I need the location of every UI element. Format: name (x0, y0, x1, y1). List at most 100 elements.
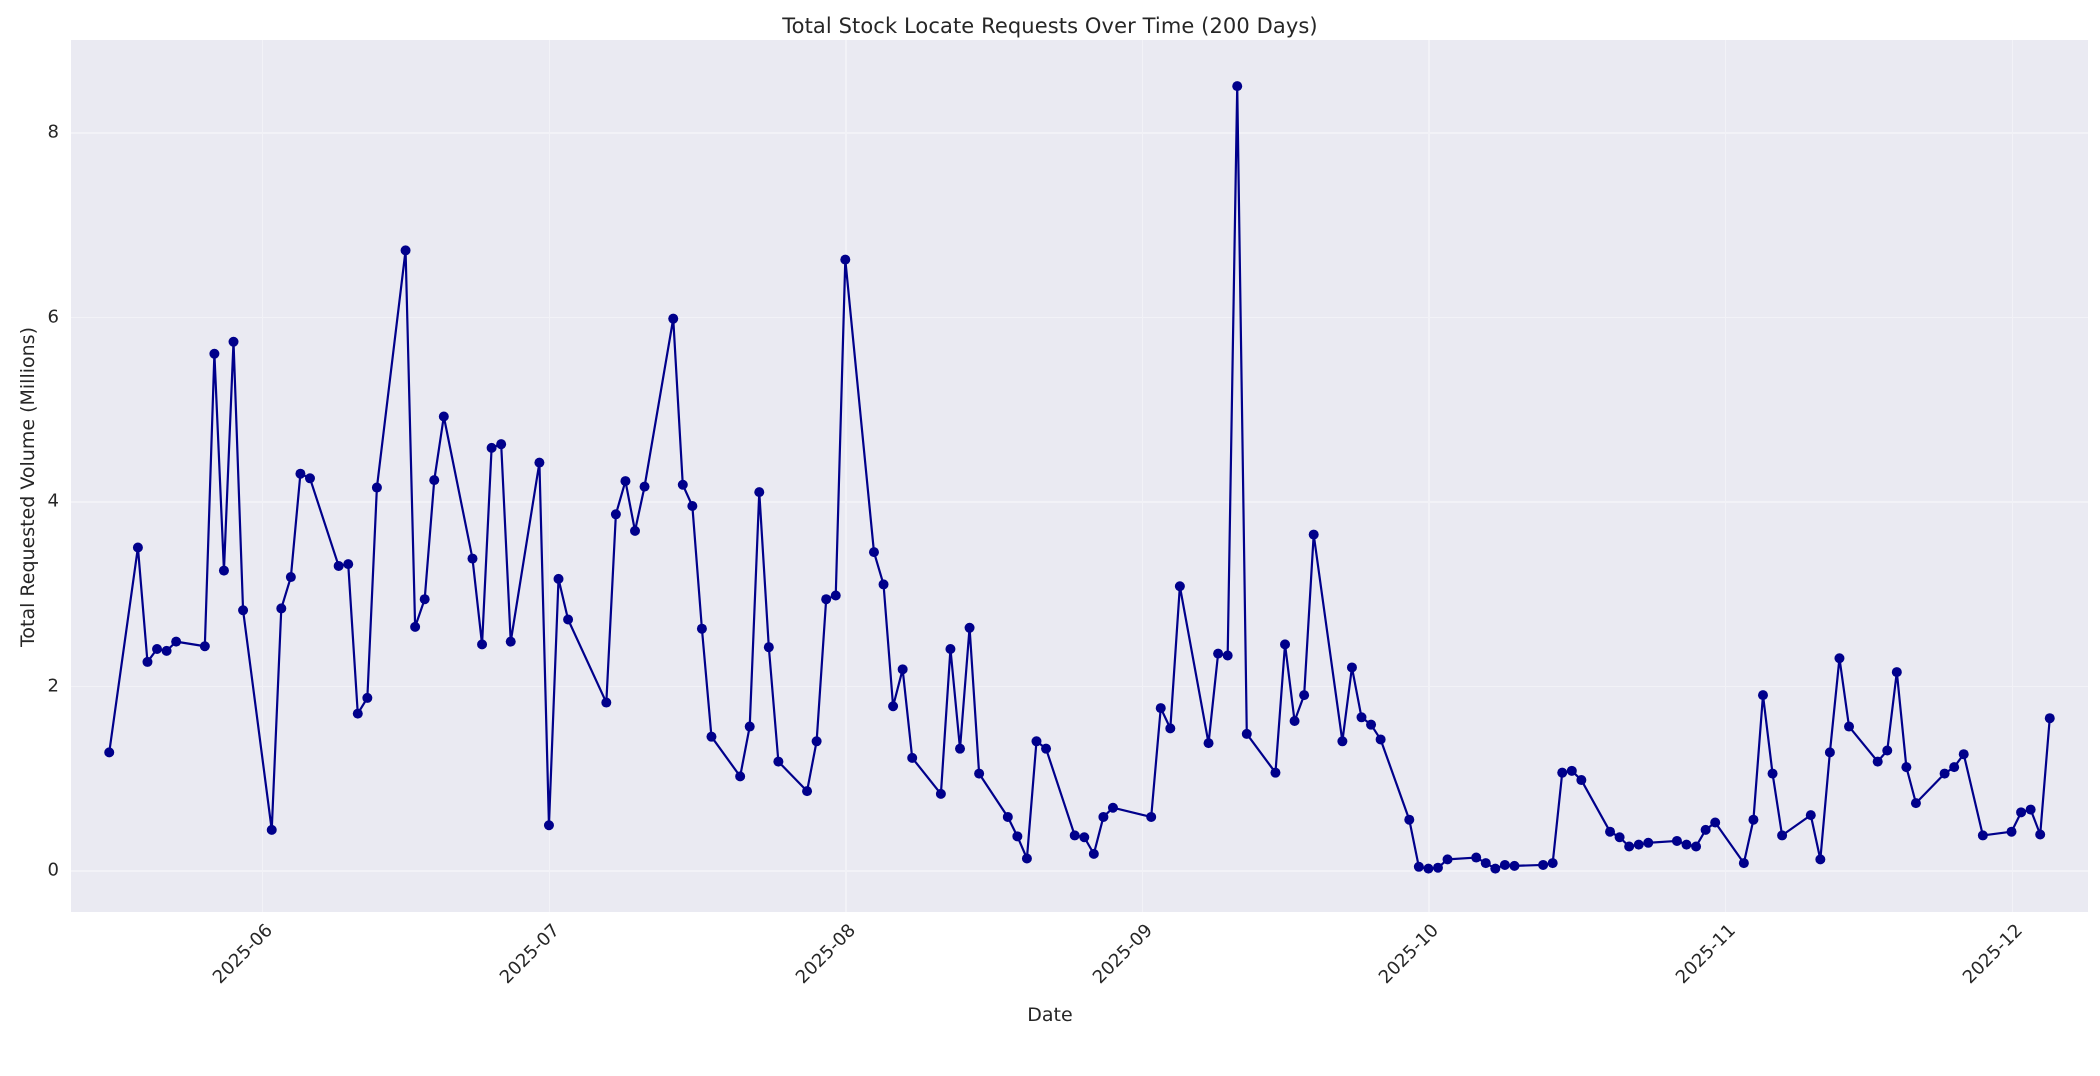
data-point-marker (419, 594, 430, 605)
data-point-marker (1471, 852, 1482, 863)
y-tick-label: 2 (47, 675, 59, 697)
data-point-marker (1280, 639, 1291, 650)
data-point-marker (534, 457, 545, 468)
y-tick-label: 8 (47, 121, 59, 143)
data-point-marker (1107, 802, 1118, 813)
data-point-marker (630, 525, 640, 536)
y-axis-label: Total Requested Volume (Millions) (17, 327, 39, 647)
data-point-marker (1222, 650, 1233, 661)
data-point-marker (295, 468, 306, 479)
gridline-vertical (1141, 40, 1143, 912)
data-point-marker (802, 786, 813, 797)
data-point-marker (1815, 854, 1826, 865)
data-point-marker (1882, 745, 1893, 756)
data-point-marker (1146, 811, 1157, 822)
data-point-marker (1777, 830, 1788, 841)
data-point-marker (1614, 832, 1625, 843)
data-point-marker (677, 479, 688, 490)
data-point-marker (830, 590, 841, 601)
data-point-marker (1605, 826, 1616, 837)
data-point-marker (1834, 653, 1845, 664)
data-point-marker (1069, 830, 1080, 841)
data-point-marker (1480, 858, 1491, 869)
series-markers (104, 81, 2055, 874)
data-point-marker (1738, 858, 1749, 869)
data-point-marker (1442, 854, 1453, 865)
y-tick-label: 0 (47, 859, 59, 881)
gridline-vertical (262, 40, 264, 912)
data-point-marker (1643, 837, 1654, 848)
data-point-marker (1241, 728, 1252, 739)
data-point-marker (1499, 859, 1510, 870)
data-point-marker (1691, 841, 1702, 852)
data-point-marker (1366, 719, 1377, 730)
data-point-marker (1299, 690, 1310, 701)
data-point-marker (228, 336, 239, 347)
data-point-marker (1949, 762, 1960, 773)
data-point-marker (1566, 765, 1577, 776)
chart-title: Total Stock Locate Requests Over Time (2… (782, 14, 1318, 38)
data-point-marker (1538, 859, 1549, 870)
data-point-marker (1509, 860, 1520, 871)
chart-figure: Total Stock Locate Requests Over Time (2… (0, 14, 2100, 1040)
x-tick-label: 2025-10 (1375, 920, 1444, 989)
data-point-marker (142, 656, 153, 667)
data-point-marker (1700, 824, 1711, 835)
data-point-marker (1910, 798, 1921, 809)
data-point-marker (696, 623, 707, 634)
data-point-marker (429, 475, 440, 486)
data-point-marker (1757, 690, 1768, 701)
data-point-marker (1824, 747, 1835, 758)
data-point-marker (668, 313, 679, 324)
data-point-marker (1633, 839, 1644, 850)
data-point-marker (1939, 768, 1950, 779)
data-point-marker (888, 701, 899, 712)
data-point-marker (1681, 839, 1692, 850)
data-point-marker (610, 509, 621, 520)
data-point-marker (840, 254, 851, 265)
x-tick-label: 2025-06 (208, 920, 278, 989)
data-point-marker (1413, 861, 1424, 872)
data-point-marker (878, 579, 889, 590)
x-tick-label: 2025-12 (1958, 920, 2027, 989)
x-tick-label: 2025-09 (1088, 920, 1157, 989)
data-point-marker (276, 603, 287, 614)
gridline-horizontal (71, 870, 2088, 872)
data-point-marker (1213, 648, 1224, 659)
gridline-vertical (2011, 40, 2013, 912)
x-tick-label: 2025-11 (1671, 920, 1740, 989)
data-point-marker (811, 736, 822, 747)
data-point-marker (1270, 767, 1281, 778)
data-point-marker (1165, 723, 1176, 734)
gridline-vertical (1724, 40, 1727, 912)
data-point-marker (1404, 814, 1415, 825)
data-point-marker (907, 752, 918, 763)
data-point-marker (744, 721, 755, 732)
data-point-marker (2016, 807, 2027, 818)
data-point-marker (821, 594, 832, 605)
data-point-marker (505, 636, 516, 647)
data-point-marker (1710, 817, 1721, 828)
data-point-marker (1041, 743, 1052, 754)
data-point-marker (2035, 829, 2046, 840)
data-point-marker (1423, 863, 1434, 874)
data-point-marker (362, 692, 373, 703)
data-point-marker (563, 614, 574, 625)
data-point-marker (1337, 736, 1348, 747)
gridline-vertical (548, 40, 551, 912)
data-point-marker (1891, 667, 1902, 678)
data-point-marker (343, 559, 354, 570)
data-point-marker (553, 573, 564, 584)
data-point-marker (333, 560, 344, 571)
data-point-marker (238, 605, 249, 616)
data-point-marker (1203, 738, 1214, 749)
data-point-marker (1576, 775, 1587, 786)
data-point-marker (773, 756, 784, 767)
x-axis-ticks: 2025-06 2025-07 2025-08 2025-09 2025-10 2025-… (0, 920, 2100, 1040)
data-point-marker (1844, 721, 1855, 732)
data-point-marker (1346, 662, 1357, 673)
data-point-marker (1155, 703, 1166, 714)
data-point-marker (1977, 830, 1988, 841)
data-point-marker (687, 500, 698, 511)
data-point-marker (945, 644, 956, 655)
